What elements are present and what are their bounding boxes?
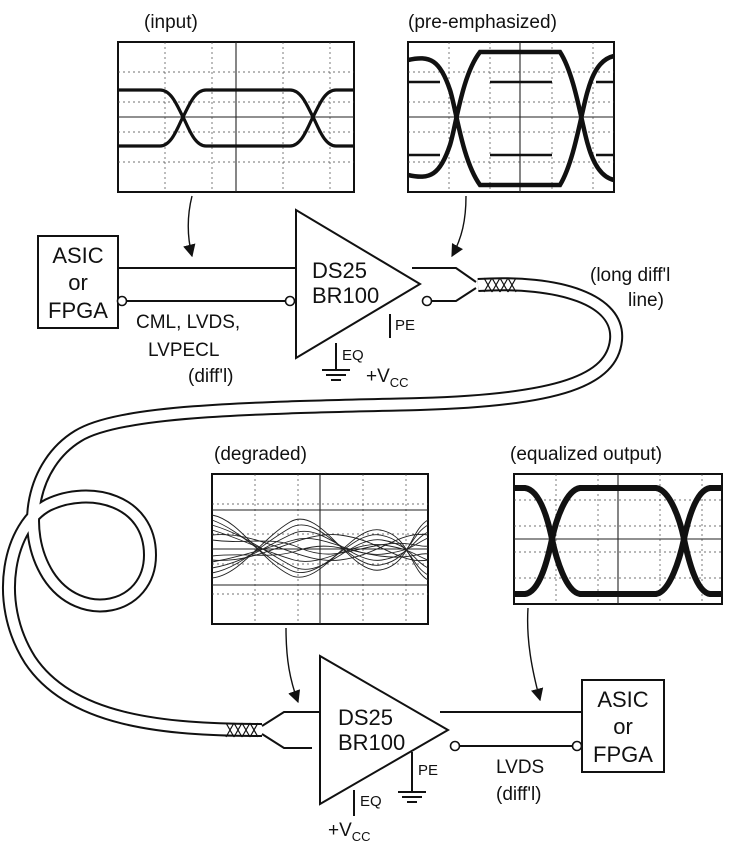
svg-text:BR100: BR100: [338, 730, 405, 755]
degraded-scope: (degraded): [211, 444, 429, 625]
svg-text:DS25: DS25: [312, 258, 367, 283]
svg-text:DS25: DS25: [338, 705, 393, 730]
svg-text:FPGA: FPGA: [593, 742, 653, 767]
svg-text:ASIC: ASIC: [52, 243, 103, 268]
svg-text:or: or: [68, 270, 88, 295]
cable-label: (long diff'l line): [590, 265, 670, 311]
svg-text:or: or: [613, 714, 633, 739]
input-eye-trace: [118, 88, 354, 148]
top-asic-fpga-box: ASIC or FPGA: [37, 235, 119, 329]
input-scope-label: (input): [144, 12, 198, 33]
equalized-eye-trace: [514, 485, 722, 597]
svg-text:LVDS: LVDS: [496, 757, 544, 778]
svg-text:(diff'l): (diff'l): [188, 366, 234, 387]
top-driver-input-bubble: [284, 295, 296, 307]
pre-emphasized-scope-arrow: [451, 195, 467, 258]
svg-text:line): line): [628, 290, 664, 311]
input-scope-arrow: [183, 195, 196, 258]
pre-emphasized-scope-label: (pre-emphasized): [408, 12, 557, 33]
degraded-scope-arrow: [285, 627, 301, 704]
top-pe-label: PE: [395, 317, 415, 334]
bottom-asic-input-bubble: [571, 740, 583, 752]
svg-text:(diff'l): (diff'l): [496, 784, 542, 805]
input-scope-grid: [118, 42, 354, 192]
long-differential-cable: [2, 277, 624, 738]
top-vcc-label: +VCC: [366, 366, 409, 390]
top-asic-output-bubble: [116, 295, 128, 307]
bottom-io-standard-label: LVDS (diff'l): [496, 757, 544, 805]
bottom-pe-label: PE: [418, 762, 438, 779]
top-driver-ds25br100: DS25 BR100: [295, 208, 422, 360]
bottom-eq-label: EQ: [360, 793, 382, 810]
bottom-asic-fpga-box: ASIC or FPGA: [581, 679, 665, 773]
top-eq-label: EQ: [342, 347, 364, 364]
equalized-output-scope-label: (equalized output): [510, 444, 662, 465]
svg-text:LVPECL: LVPECL: [148, 340, 219, 361]
input-scope: (input): [117, 12, 355, 193]
svg-text:BR100: BR100: [312, 283, 379, 308]
svg-text:CML, LVDS,: CML, LVDS,: [136, 312, 240, 333]
equalized-output-scope: (equalized output): [510, 444, 723, 605]
bottom-equalizer-output-bubble: [449, 740, 461, 752]
pre-emphasized-scope: (pre-emphasized): [407, 12, 615, 193]
pre-emphasized-steady-levels: [408, 80, 614, 157]
svg-text:FPGA: FPGA: [48, 298, 108, 323]
degraded-eye-trace: [211, 509, 429, 586]
bottom-equalizer-ds25br100: DS25 BR100: [319, 654, 450, 806]
degraded-scope-grid: [212, 474, 428, 624]
svg-text:(long diff'l: (long diff'l: [590, 265, 670, 286]
top-driver-output-bubble: [421, 295, 433, 307]
top-io-standard-label: CML, LVDS, LVPECL (diff'l): [136, 312, 240, 387]
pre-emphasized-eye-trace: [407, 49, 615, 188]
equalized-scope-arrow: [526, 607, 544, 702]
degraded-scope-label: (degraded): [214, 444, 307, 465]
svg-text:ASIC: ASIC: [597, 687, 648, 712]
bottom-vcc-label: +VCC: [328, 820, 371, 844]
